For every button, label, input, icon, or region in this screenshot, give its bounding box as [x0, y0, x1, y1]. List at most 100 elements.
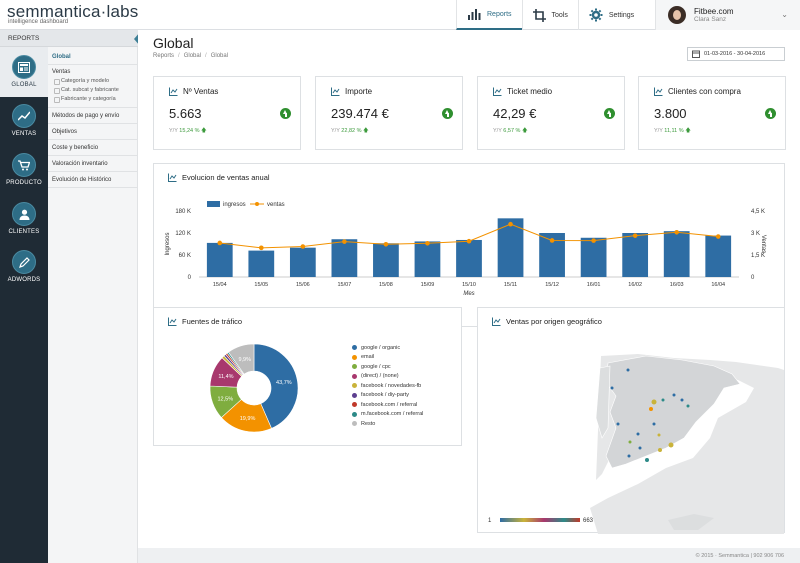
submenu-item-global[interactable]: Global: [48, 47, 137, 65]
chart-badge-icon: [168, 173, 177, 182]
legend-item[interactable]: facebook.com / referral: [352, 400, 423, 410]
line-point: [425, 240, 430, 246]
breadcrumb-item: Global: [210, 53, 229, 59]
nav-settings-label: Settings: [608, 11, 635, 19]
kpi-title: Nº Ventas: [183, 87, 219, 96]
kpi-value: 239.474 €: [331, 106, 389, 121]
y-tick-label: 0: [188, 275, 192, 281]
legend-swatch-ingresos: [207, 201, 220, 207]
chart-badge-icon: [169, 87, 178, 96]
page-title: Global: [153, 35, 194, 51]
kpi-yoy-label: Y/Y: [654, 128, 663, 134]
submenu-sub-item[interactable]: Categoría y modelo: [48, 77, 137, 86]
x-tick-label: 16/02: [628, 282, 642, 288]
donut-slice-label: 12,5%: [217, 396, 233, 402]
legend-item[interactable]: google / cpc: [352, 362, 423, 372]
bar: [622, 233, 649, 277]
kpi-yoy: Y/Y 22,82 % 🡅: [331, 128, 369, 134]
y2-tick-label: 0: [751, 275, 755, 281]
legend-item[interactable]: google / organic: [352, 343, 423, 353]
date-range-picker[interactable]: 01-03-2016 - 30-04-2016: [687, 47, 785, 61]
gear-icon: [589, 8, 603, 22]
sales-bar-chart: 0 60 K 120 K 180 K 0 1,5 K 3 K 4,5 K 15/04 15/05 1…: [165, 201, 766, 297]
rail-label-adwords: ADWORDS: [7, 277, 41, 283]
breadcrumb-item[interactable]: Reports: [153, 53, 175, 59]
y-tick-label: 120 K: [175, 231, 191, 237]
bar: [580, 237, 607, 277]
pie-legend: google / organic email google / cpc (direct…: [352, 343, 423, 429]
kpi-yoy: Y/Y 15,24 % 🡅: [169, 128, 207, 134]
legend-item[interactable]: facebook / novedades-fb: [352, 381, 423, 391]
legend-item[interactable]: facebook / diy-party: [352, 391, 423, 401]
geo-scale-max: 663: [583, 518, 594, 524]
user-org: Fitbee.com: [694, 6, 734, 16]
legend-dot: [352, 421, 357, 427]
collapse-handle-icon[interactable]: [134, 32, 140, 46]
chart-badge-icon: [654, 87, 663, 96]
nav-tools-label: Tools: [551, 11, 568, 19]
logo[interactable]: semmantica·labs intelligence dashboard: [7, 3, 139, 26]
submenu-item[interactable]: Métodos de pago y envío: [48, 108, 137, 124]
legend-label-ventas: ventas: [267, 202, 285, 208]
kpi-title: Ticket medio: [507, 87, 553, 96]
breadcrumb-item[interactable]: Global: [183, 53, 202, 59]
arrow-up-icon: [765, 108, 776, 119]
bar-chart-icon: [468, 9, 481, 20]
legend-dot: [352, 402, 357, 408]
geo-scale-bar: [500, 518, 580, 522]
kpi-card-clientes: Clientes con compra 3.800 Y/Y 11,11 % 🡅: [638, 76, 786, 150]
nav-tools[interactable]: Tools: [521, 0, 578, 30]
legend-label: facebook.com / referral: [361, 401, 418, 408]
user-menu[interactable]: Fitbee.com Clara Sanz ⌄: [655, 0, 800, 30]
line-point: [591, 238, 596, 243]
rail-item-clientes[interactable]: CLIENTES: [0, 202, 48, 235]
legend-label: (direct) / (none): [361, 373, 399, 380]
legend-label: m.facebook.com / referral: [361, 411, 424, 418]
arrow-up-icon: [604, 108, 615, 119]
kpi-value: 3.800: [654, 106, 687, 121]
chart-badge-icon: [331, 87, 340, 96]
kpi-value: 5.663: [169, 106, 202, 121]
legend-label: google / organic: [361, 344, 401, 351]
nav-reports[interactable]: Reports: [456, 0, 522, 30]
kpi-title: Clientes con compra: [668, 87, 741, 96]
rail-label-ventas: VENTAS: [11, 131, 37, 137]
submenu-group-ventas: Ventas Categoría y modelo Cat. subcat y …: [48, 65, 137, 108]
legend-label-ingresos: ingresos: [223, 202, 246, 208]
line-point: [217, 240, 223, 246]
rail-item-producto[interactable]: PRODUCTO: [0, 153, 48, 186]
kpi-yoy: Y/Y 6,57 % 🡅: [493, 128, 528, 134]
legend-item[interactable]: Resto: [352, 419, 423, 429]
submenu-sub-item[interactable]: Fabricante y categoría: [48, 95, 137, 104]
user-icon: [12, 202, 36, 226]
rail-item-global[interactable]: GLOBAL: [0, 47, 48, 97]
footer: © 2015 · Semmantica | 902 906 706: [138, 548, 800, 563]
x-tick-label: 15/08: [379, 282, 393, 288]
panel-title: Ventas por origen geográfico: [506, 317, 602, 326]
submenu-item[interactable]: Evolución de Histórico: [48, 172, 137, 188]
donut-slice-label: 9,9%: [238, 357, 251, 363]
bar: [373, 243, 399, 277]
line-point: [259, 245, 264, 251]
submenu-item-ventas[interactable]: Ventas: [52, 69, 71, 75]
legend-label: email: [361, 354, 375, 361]
x-tick-label: 15/11: [504, 282, 517, 288]
spain-map[interactable]: 1 663: [478, 308, 786, 534]
legend-item[interactable]: (direct) / (none): [352, 372, 423, 382]
submenu-sub-item[interactable]: Cat. subcat y fabricante: [48, 86, 137, 95]
legend-label: facebook / diy-party: [361, 392, 409, 399]
legend-item[interactable]: m.facebook.com / referral: [352, 410, 423, 420]
date-range-value: 01-03-2016 - 30-04-2016: [704, 51, 766, 57]
rail-item-ventas[interactable]: VENTAS: [0, 104, 48, 137]
nav-settings[interactable]: Settings: [577, 0, 644, 30]
chevron-down-icon[interactable]: ⌄: [781, 10, 788, 19]
panel-evolucion: Evolucion de ventas anual 0 60 K 120 K 180 …: [153, 163, 785, 327]
submenu-item[interactable]: Objetivos: [48, 124, 137, 140]
cart-icon: [12, 153, 36, 177]
line-point: [632, 233, 638, 238]
top-nav: Reports Tools Settings: [456, 0, 644, 30]
submenu-item[interactable]: Coste y beneficio: [48, 140, 137, 156]
legend-item[interactable]: email: [352, 353, 423, 363]
submenu-item[interactable]: Valoración inventario: [48, 156, 137, 172]
rail-item-adwords[interactable]: ADWORDS: [0, 250, 48, 283]
